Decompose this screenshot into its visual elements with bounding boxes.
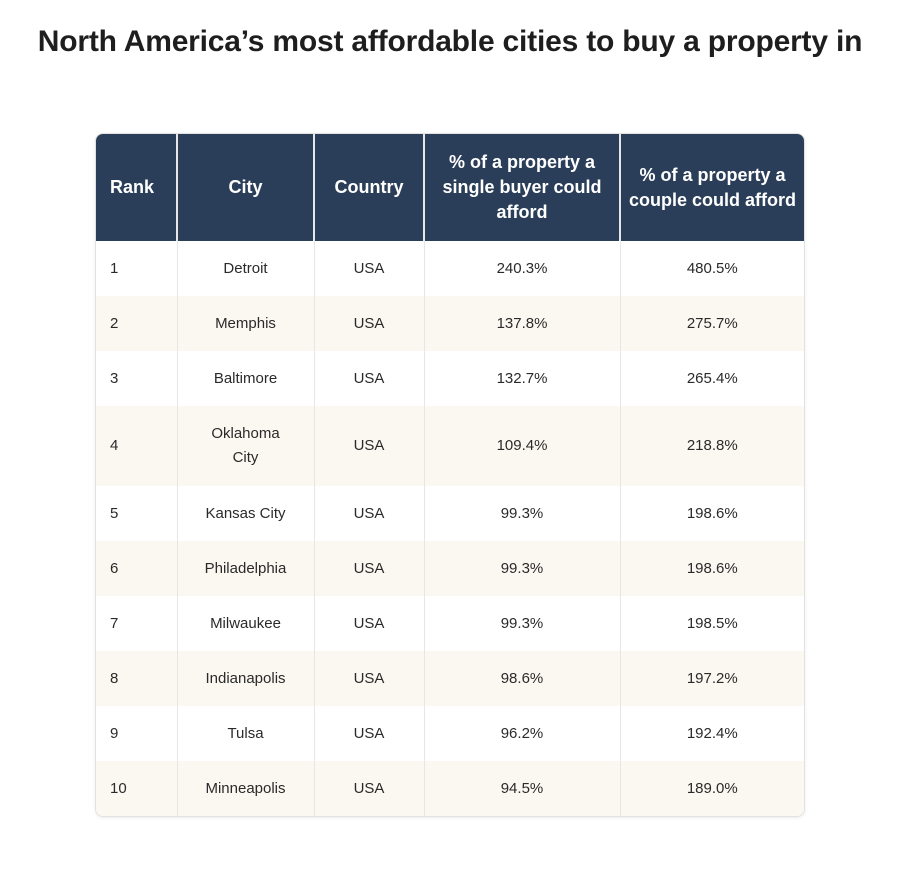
cell-single-buyer: 132.7%: [424, 351, 621, 406]
cell-couple: 198.5%: [686, 614, 738, 632]
table-row: 9 Tulsa USA 96.2% 192.4%: [96, 706, 804, 761]
table-row: 10 Minneapolis USA 94.5% 189.0%: [96, 761, 804, 816]
cell-couple: 198.6%: [620, 541, 804, 596]
cell-country: USA: [314, 596, 425, 651]
cell-couple: 198.6%: [686, 504, 738, 522]
cell-couple: 480.5%: [686, 259, 738, 277]
cell-country: USA: [314, 351, 425, 406]
header-couple: % of a property a couple could afford: [620, 134, 804, 241]
cell-single-buyer: 240.3%: [424, 241, 621, 296]
affordability-table-container: Rank City Country % of a property a sing…: [95, 133, 805, 817]
cell-country: USA: [314, 541, 425, 596]
cell-city: Kansas City: [177, 486, 315, 541]
table-row: 5 Kansas City USA 99.3% 198.6%: [96, 486, 804, 541]
cell-couple: 265.4%: [686, 369, 738, 387]
header-single-buyer: % of a property a single buyer could aff…: [424, 134, 621, 241]
table-row: 6 Philadelphia USA 99.3% 198.6%: [96, 541, 804, 596]
cell-single-buyer: 94.5%: [424, 761, 621, 816]
cell-couple: 275.7%: [620, 296, 804, 351]
cell-single-buyer: 99.3%: [424, 541, 621, 596]
cell-country: USA: [314, 241, 425, 296]
cell-couple: 218.8%: [620, 406, 804, 486]
cell-rank: 5: [96, 486, 178, 541]
cell-city: Oklahoma City: [177, 406, 315, 486]
cell-couple: 197.2%: [620, 651, 804, 706]
cell-country: USA: [314, 706, 425, 761]
cell-city: Baltimore: [177, 351, 315, 406]
cell-couple: 189.0%: [620, 761, 804, 816]
cell-single-buyer: 98.6%: [424, 651, 621, 706]
cell-rank: 7: [96, 596, 178, 651]
cell-rank: 2: [96, 296, 178, 351]
cell-single-buyer: 96.2%: [424, 706, 621, 761]
cell-single-buyer: 137.8%: [424, 296, 621, 351]
cell-country: USA: [314, 761, 425, 816]
cell-city: Detroit: [177, 241, 315, 296]
table-row: 2 Memphis USA 137.8% 275.7%: [96, 296, 804, 351]
page-title: North America’s most affordable cities t…: [37, 25, 863, 58]
cell-rank: 10: [96, 761, 178, 816]
affordability-table: Rank City Country % of a property a sing…: [96, 134, 804, 816]
cell-city: Minneapolis: [177, 761, 315, 816]
table-header-row: Rank City Country % of a property a sing…: [96, 134, 804, 241]
header-country: Country: [314, 134, 425, 241]
cell-country: USA: [314, 296, 425, 351]
cell-rank: 6: [96, 541, 178, 596]
cell-city: Memphis: [177, 296, 315, 351]
cell-rank: 1: [96, 241, 178, 296]
cell-city: Indianapolis: [177, 651, 315, 706]
cell-couple: 192.4%: [686, 724, 738, 742]
cell-country: USA: [314, 406, 425, 486]
cell-city: Milwaukee: [177, 596, 315, 651]
header-city: City: [177, 134, 315, 241]
cell-rank: 3: [96, 351, 178, 406]
cell-rank: 4: [96, 406, 178, 486]
table-row: 7 Milwaukee USA 99.3% 198.5%: [96, 596, 804, 651]
cell-single-buyer: 99.3%: [424, 596, 621, 651]
table-row: 1 Detroit USA 240.3% 480.5%: [96, 241, 804, 296]
cell-city: Tulsa: [177, 706, 315, 761]
cell-rank: 8: [96, 651, 178, 706]
cell-single-buyer: 109.4%: [424, 406, 621, 486]
table-row: 8 Indianapolis USA 98.6% 197.2%: [96, 651, 804, 706]
cell-single-buyer: 99.3%: [424, 486, 621, 541]
cell-city: Philadelphia: [177, 541, 315, 596]
cell-country: USA: [314, 486, 425, 541]
table-row: 3 Baltimore USA 132.7% 265.4%: [96, 351, 804, 406]
cell-country: USA: [314, 651, 425, 706]
cell-rank: 9: [96, 706, 178, 761]
header-rank: Rank: [96, 134, 178, 241]
table-row: 4 Oklahoma City USA 109.4% 218.8%: [96, 406, 804, 486]
